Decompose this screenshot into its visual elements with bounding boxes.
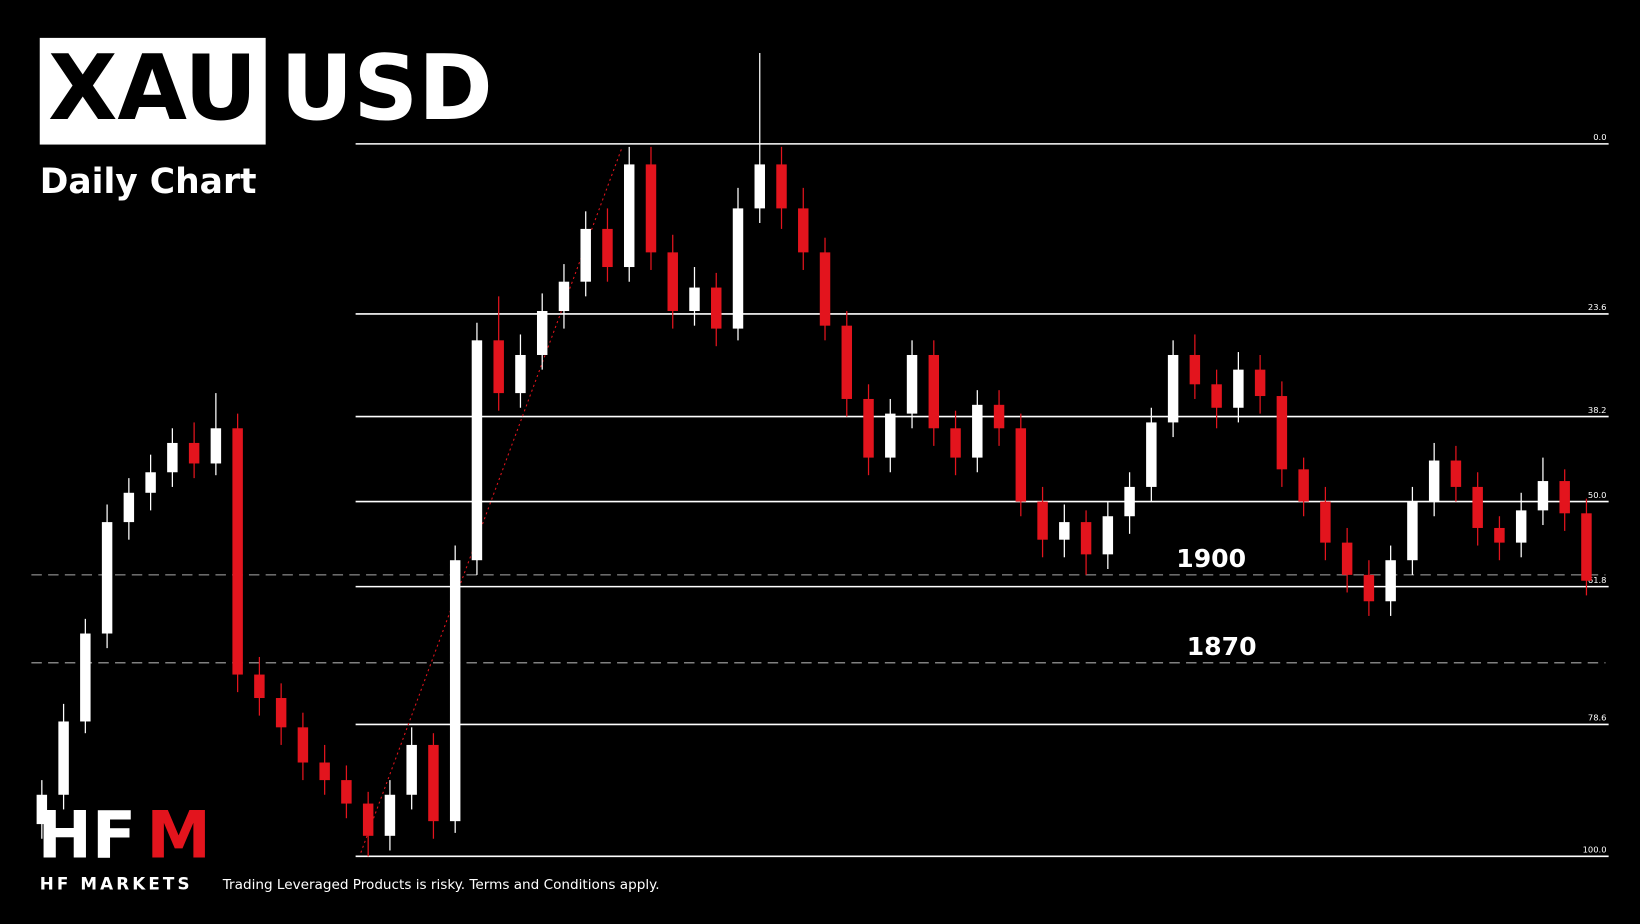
candle-body: [928, 354, 940, 429]
candle-body: [798, 208, 809, 253]
candle-body: [1363, 574, 1375, 602]
logo-m: M: [146, 799, 211, 874]
candle-body: [1015, 428, 1027, 502]
candle-body: [1189, 354, 1201, 385]
candle-body: [58, 721, 69, 795]
candle-body: [1341, 542, 1353, 575]
candle-body: [1080, 522, 1092, 555]
candle-body: [319, 762, 330, 781]
candle-body: [493, 340, 504, 394]
candle-body: [1233, 369, 1244, 408]
candle-body: [36, 794, 48, 825]
candle-body: [993, 404, 1005, 429]
candle-body: [1146, 422, 1157, 487]
candle-body: [1298, 469, 1309, 502]
candle-body: [711, 287, 722, 329]
candle-body: [1537, 481, 1549, 511]
candle-body: [1559, 481, 1570, 514]
candle-body: [580, 228, 591, 282]
candle-body: [667, 252, 678, 312]
candle-body: [515, 354, 526, 394]
candle-body: [1428, 460, 1440, 502]
candle-body: [1494, 527, 1505, 543]
candle-body: [1472, 486, 1483, 528]
candle-body: [558, 281, 570, 312]
candle-body: [297, 727, 309, 763]
fib-label: 0.0: [1593, 132, 1606, 142]
candle-body: [1515, 510, 1527, 543]
fib-label: 61.8: [1588, 575, 1607, 585]
candle-body: [1385, 560, 1396, 602]
candle-body: [428, 744, 439, 822]
candle-body: [950, 428, 961, 458]
candle-body: [1276, 396, 1288, 470]
candle-body: [906, 354, 918, 414]
candle-body: [819, 252, 831, 326]
candle-body: [1124, 486, 1135, 517]
support-label: 1900: [1176, 544, 1246, 573]
title-base: XAU: [48, 37, 257, 141]
candle-body: [841, 325, 853, 399]
candle-body: [689, 287, 700, 312]
candle-body: [1450, 460, 1462, 487]
candle-body: [101, 522, 113, 634]
candle-body: [232, 428, 243, 675]
candle-body: [471, 340, 483, 561]
candle-body: [863, 398, 874, 458]
candle-body: [1581, 513, 1592, 581]
candle-body: [1320, 501, 1331, 543]
logo-hf: HF: [38, 799, 137, 874]
fib-label: 50.0: [1588, 490, 1607, 500]
candle-body: [1102, 516, 1114, 555]
candle-body: [188, 442, 200, 464]
title-quote: USD: [280, 37, 492, 141]
candle-body: [1211, 384, 1222, 408]
candle-body: [1059, 522, 1070, 540]
subtitle: Daily Chart: [40, 162, 257, 202]
candle-body: [362, 803, 374, 836]
candle-body: [754, 164, 765, 209]
candle-body: [1037, 501, 1048, 540]
candle-body: [885, 413, 896, 458]
candle-body: [80, 633, 91, 722]
candle-body: [210, 428, 222, 464]
fib-label: 23.6: [1588, 302, 1607, 312]
brand: HF MARKETS: [40, 874, 193, 894]
candle-body: [536, 311, 548, 355]
plot-area: 0.0 23.6 38.2 50.0 61.8 78.6 100.0 1900 1870: [31, 53, 1609, 858]
candle-body: [1407, 501, 1418, 561]
candle-body: [1167, 354, 1179, 423]
candle-body: [972, 404, 983, 458]
candle-body: [341, 780, 352, 804]
title-box: [39, 37, 266, 145]
candle-body: [167, 442, 178, 473]
fib-label: 78.6: [1588, 713, 1607, 723]
candle-body: [623, 164, 635, 268]
candle-body: [275, 698, 287, 728]
candle-body: [123, 492, 135, 523]
candle-body: [449, 560, 461, 822]
candle-body: [776, 164, 787, 209]
fib-label: 38.2: [1588, 405, 1607, 415]
support-label: 1870: [1187, 632, 1257, 661]
candle-body: [1254, 369, 1266, 397]
candle-body: [384, 794, 396, 836]
candle-body: [602, 228, 613, 268]
candle-body: [145, 472, 156, 493]
disclaimer: Trading Leveraged Products is risky. Ter…: [222, 877, 660, 893]
fib-label: 100.0: [1583, 845, 1607, 855]
candle-body: [406, 744, 417, 795]
candle-body: [254, 674, 265, 699]
candle-body: [645, 164, 657, 253]
candle-body: [732, 208, 744, 329]
